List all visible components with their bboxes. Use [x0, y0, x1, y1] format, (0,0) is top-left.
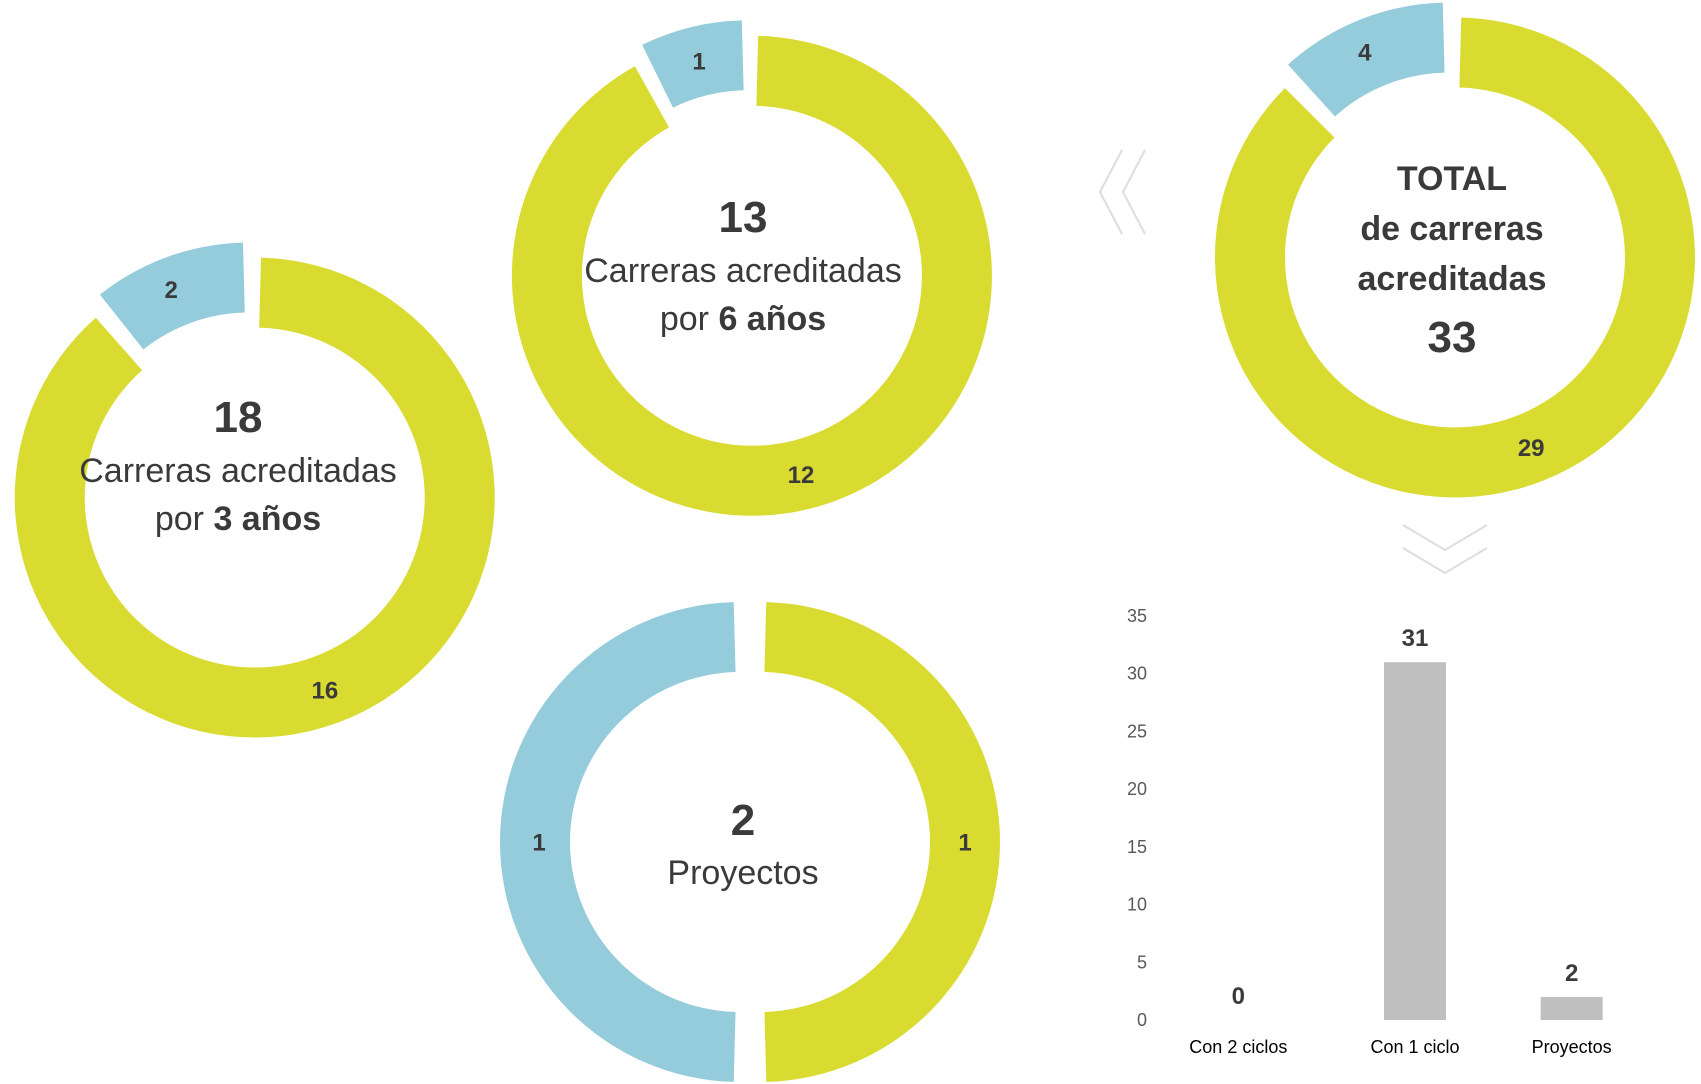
donut-center-line2: por 6 años: [660, 300, 826, 338]
bar-data-label: 31: [1402, 625, 1429, 652]
donut-data-label: 29: [1518, 435, 1545, 462]
donut-chart-6-anos: 12 1 13 Carreras acreditadas por 6 años: [511, 20, 992, 516]
y-tick-label: 5: [1137, 952, 1147, 972]
donut-slice-blue: [499, 602, 736, 1082]
donut-center-line2: de carreras: [1360, 210, 1543, 248]
donut-chart-3-anos: 16 2 18 Carreras acreditadas por 3 años: [14, 242, 495, 738]
donut-center-number: 13: [719, 193, 768, 242]
chevron-left-icon: [1098, 149, 1123, 235]
chevron-down-icon-inner: [1402, 547, 1488, 575]
bar-data-label: 0: [1232, 983, 1245, 1010]
donut-data-label: 1: [958, 829, 971, 856]
donut-center-line3: acreditadas: [1358, 260, 1547, 298]
donut-data-label: 12: [788, 462, 815, 489]
donut-center-line1: Carreras acreditadas: [584, 252, 901, 290]
donut-slice-blue: [1288, 2, 1445, 117]
y-tick-label: 10: [1127, 895, 1147, 915]
bar-chart: 0 5 10 15 20 25 30 35 0 31 2 Con 2 ciclos Con 1 ci…: [1127, 606, 1612, 1057]
donut-center-line1: Carreras acreditadas: [79, 452, 396, 490]
donut-data-label: 2: [164, 277, 177, 304]
donut-center-line1: Proyectos: [667, 854, 818, 892]
y-tick-label: 30: [1127, 664, 1147, 684]
donut-center-number: 18: [214, 393, 263, 442]
bar-data-label: 2: [1565, 960, 1578, 987]
y-tick-label: 0: [1137, 1010, 1147, 1030]
donut-data-label: 1: [692, 49, 705, 76]
x-category-label: Proyectos: [1532, 1037, 1612, 1057]
donut-data-label: 1: [532, 829, 545, 856]
x-category-label: Con 2 ciclos: [1189, 1037, 1287, 1057]
y-tick-label: 25: [1127, 721, 1147, 741]
y-tick-label: 15: [1127, 837, 1147, 857]
x-category-label: Con 1 ciclo: [1370, 1037, 1459, 1057]
donut-slice-green: [14, 257, 495, 738]
donut-data-label: 16: [311, 678, 338, 705]
donut-chart-total: 29 4 TOTAL de carreras acreditadas 33: [1214, 2, 1695, 498]
y-tick-label: 35: [1127, 606, 1147, 626]
y-tick-label: 20: [1127, 779, 1147, 799]
chevron-down-icon: [1402, 524, 1488, 552]
donut-center-line2: por 3 años: [155, 500, 321, 538]
donut-slice-green: [764, 602, 1001, 1082]
donut-slice-blue: [99, 242, 245, 350]
bar: [1540, 996, 1603, 1020]
bar: [1384, 662, 1446, 1020]
chevron-left-icon-inner: [1121, 149, 1146, 235]
donut-center-line1: TOTAL: [1397, 160, 1507, 198]
donut-chart-proyectos: 1 1 2 Proyectos: [499, 602, 1001, 1082]
donut-slice-green: [1214, 17, 1695, 498]
donut-slice-blue: [642, 20, 744, 108]
donut-data-label: 4: [1358, 40, 1372, 67]
donut-center-number: 2: [731, 796, 755, 845]
donut-center-number: 33: [1428, 313, 1477, 362]
